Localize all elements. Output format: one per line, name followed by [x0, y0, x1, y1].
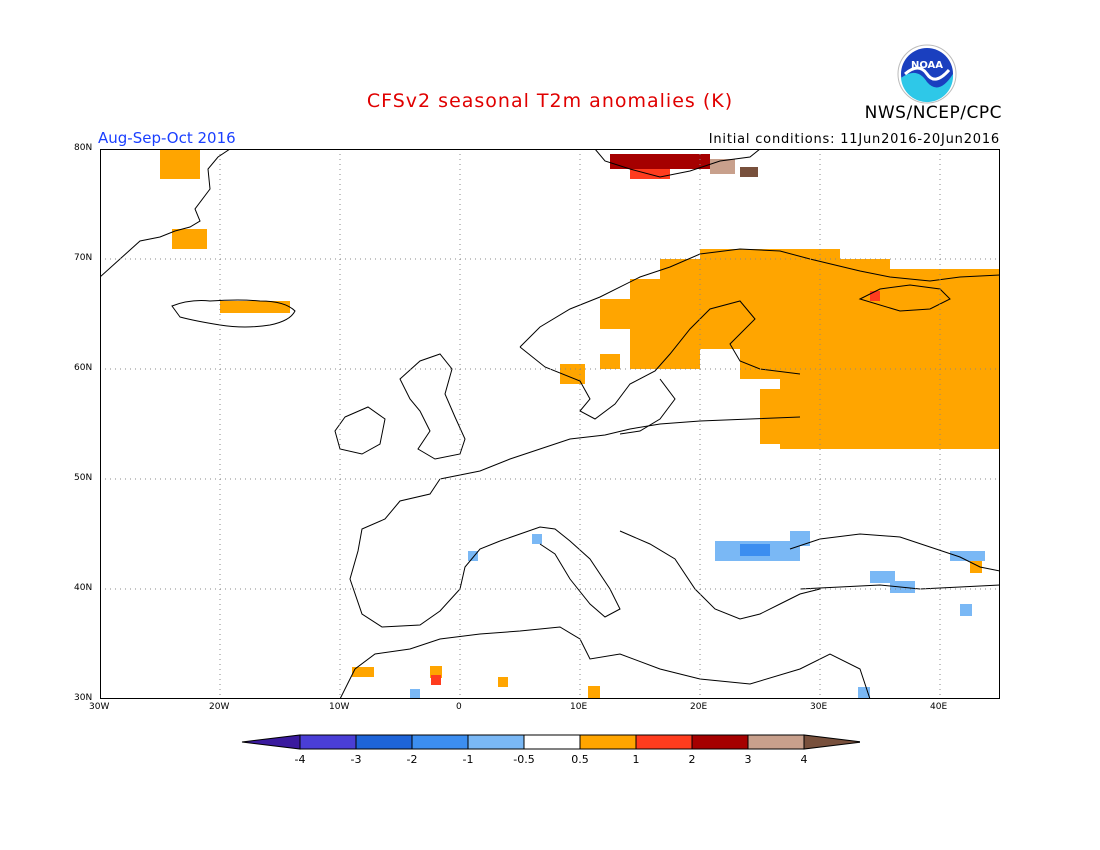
- legend-tick-label: -2: [407, 753, 418, 766]
- legend-arrow-right: [803, 734, 860, 750]
- anomaly-cell: [220, 301, 290, 313]
- legend-tick-label: -1: [463, 753, 474, 766]
- europe-anomaly-map: [100, 149, 1000, 699]
- anomaly-cell: [740, 544, 770, 556]
- legend-swatch: [523, 734, 581, 750]
- legend-swatch: [635, 734, 693, 750]
- anomaly-cell: [588, 686, 600, 698]
- anomaly-cell: [870, 291, 880, 301]
- anomaly-cell: [950, 551, 985, 561]
- legend-swatch: [691, 734, 749, 750]
- anomaly-cell: [160, 149, 200, 179]
- lon-tick-10e: 10E: [570, 702, 588, 712]
- anomaly-cells: [160, 149, 1000, 699]
- anomaly-cell: [610, 154, 710, 169]
- legend-swatch: [747, 734, 805, 750]
- graticule: [100, 149, 1000, 699]
- anomaly-cell: [172, 229, 207, 249]
- anomaly-cell: [468, 551, 478, 561]
- anomaly-cell: [532, 534, 542, 544]
- map-title: CFSv2 seasonal T2m anomalies (K): [366, 90, 734, 112]
- lat-tick-60n: 60N: [74, 363, 93, 373]
- season-label: Aug-Sep-Oct 2016: [98, 129, 236, 147]
- legend-tick-label: 3: [745, 753, 752, 766]
- lon-tick-30w: 30W: [89, 702, 110, 712]
- lon-tick-10w: 10W: [329, 702, 350, 712]
- lat-tick-50n: 50N: [74, 473, 93, 483]
- lat-tick-40n: 40N: [74, 583, 93, 593]
- legend-swatch: [467, 734, 525, 750]
- anomaly-cell: [600, 299, 630, 329]
- lon-tick-0: 0: [456, 702, 462, 712]
- color-legend: -4 -3 -2 -1 -0.5 0.5 1 2 3 4: [241, 734, 860, 766]
- agency-label: NWS/NCEP/CPC: [864, 103, 1002, 123]
- legend-tick-label: 1: [633, 753, 640, 766]
- anomaly-cell: [352, 667, 374, 677]
- legend-swatch: [355, 734, 413, 750]
- anomaly-cell: [498, 677, 508, 687]
- legend-arrow-left: [241, 734, 301, 750]
- anomaly-cell: [431, 675, 441, 685]
- legend-swatch: [299, 734, 357, 750]
- noaa-logo: NOAA: [897, 44, 957, 104]
- anomaly-cell: [560, 364, 585, 384]
- legend-tick-label: 2: [689, 753, 696, 766]
- anomaly-cell: [870, 571, 895, 583]
- anomaly-cell: [960, 604, 972, 616]
- legend-swatch: [411, 734, 469, 750]
- legend-tick-label: -0.5: [513, 753, 534, 766]
- anomaly-cell: [790, 531, 810, 546]
- anomaly-cell: [600, 354, 620, 369]
- lon-tick-30e: 30E: [810, 702, 828, 712]
- coastlines: [100, 149, 1000, 699]
- lon-tick-20e: 20E: [690, 702, 708, 712]
- anomaly-cell: [740, 167, 758, 177]
- anomaly-cell: [760, 389, 900, 444]
- anomaly-cell: [410, 689, 420, 699]
- lon-tick-20w: 20W: [209, 702, 230, 712]
- legend-swatch: [579, 734, 637, 750]
- lat-tick-30n: 30N: [74, 693, 93, 703]
- legend-tick-label: -4: [295, 753, 306, 766]
- logo-text: NOAA: [911, 60, 943, 71]
- lat-tick-80n: 80N: [74, 143, 93, 153]
- initial-conditions-label: Initial conditions: 11Jun2016-20Jun2016: [708, 132, 1000, 147]
- legend-tick-label: 0.5: [571, 753, 589, 766]
- legend-tick-label: 4: [801, 753, 808, 766]
- legend-tick-label: -3: [351, 753, 362, 766]
- anomaly-cell: [710, 159, 735, 174]
- lat-tick-70n: 70N: [74, 253, 93, 263]
- lon-tick-40e: 40E: [930, 702, 948, 712]
